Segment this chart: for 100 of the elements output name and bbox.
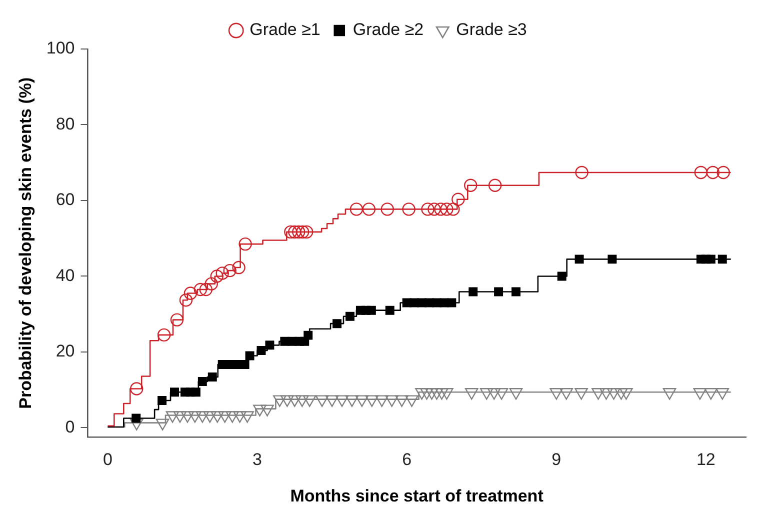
point bbox=[405, 395, 418, 407]
point bbox=[295, 395, 309, 407]
x-tick-label: 3 bbox=[252, 450, 262, 470]
point bbox=[300, 225, 314, 239]
legend-label: Grade ≥2 bbox=[352, 20, 424, 40]
point bbox=[280, 395, 294, 407]
point bbox=[693, 388, 707, 400]
y-tick-label: 0 bbox=[65, 417, 75, 436]
point bbox=[446, 202, 460, 216]
point bbox=[226, 411, 239, 423]
point bbox=[716, 166, 730, 180]
point bbox=[706, 166, 720, 180]
y-tick-label: 80 bbox=[56, 114, 75, 134]
point bbox=[345, 395, 359, 407]
point bbox=[494, 388, 508, 400]
point bbox=[253, 404, 266, 416]
point bbox=[210, 270, 224, 283]
point bbox=[385, 395, 399, 407]
point bbox=[509, 388, 523, 400]
point bbox=[238, 237, 252, 251]
x-tick-label: 0 bbox=[102, 450, 112, 470]
point bbox=[208, 372, 217, 382]
point bbox=[440, 202, 454, 216]
point bbox=[184, 286, 198, 300]
point bbox=[179, 294, 193, 307]
point bbox=[156, 418, 170, 430]
point bbox=[194, 282, 208, 296]
y-tick-label: 20 bbox=[56, 342, 75, 361]
legend-label: Grade ≥3 bbox=[456, 20, 527, 40]
point bbox=[395, 395, 408, 407]
point bbox=[440, 388, 454, 400]
point bbox=[375, 395, 389, 407]
y-axis-title: Probability of developing skin events (%) bbox=[16, 77, 35, 409]
point bbox=[592, 388, 605, 400]
point bbox=[130, 418, 144, 430]
point bbox=[365, 395, 379, 407]
point bbox=[434, 202, 448, 216]
point bbox=[203, 411, 217, 423]
point bbox=[173, 411, 187, 423]
point bbox=[188, 411, 202, 423]
point bbox=[694, 166, 708, 180]
point bbox=[130, 382, 144, 396]
point bbox=[425, 388, 438, 400]
point bbox=[325, 395, 339, 407]
point bbox=[420, 388, 434, 400]
point bbox=[704, 388, 718, 400]
point bbox=[464, 178, 478, 192]
point bbox=[550, 388, 564, 400]
point bbox=[273, 395, 286, 407]
point bbox=[288, 225, 302, 239]
point bbox=[402, 202, 416, 216]
point bbox=[355, 395, 369, 407]
point bbox=[210, 411, 224, 423]
y-tick-label: 60 bbox=[56, 190, 75, 210]
point bbox=[574, 388, 588, 400]
x-tick-label: 12 bbox=[696, 450, 716, 470]
point bbox=[435, 388, 448, 400]
point bbox=[302, 395, 316, 407]
point bbox=[452, 192, 465, 206]
point bbox=[614, 388, 628, 400]
y-tick-label: 100 bbox=[46, 38, 75, 58]
point bbox=[415, 388, 428, 400]
point bbox=[218, 411, 232, 423]
point bbox=[284, 225, 298, 239]
point bbox=[199, 282, 213, 296]
point bbox=[362, 202, 376, 216]
point bbox=[315, 395, 329, 407]
point bbox=[480, 388, 494, 400]
legend-label: Grade ≥1 bbox=[250, 20, 320, 40]
point bbox=[662, 388, 676, 400]
point bbox=[430, 388, 444, 400]
y-tick-label: 40 bbox=[56, 266, 75, 285]
point bbox=[170, 313, 184, 326]
point bbox=[157, 328, 171, 342]
point bbox=[488, 178, 502, 192]
point bbox=[196, 411, 210, 423]
point bbox=[240, 411, 254, 423]
point bbox=[288, 395, 302, 407]
point bbox=[292, 225, 306, 239]
point bbox=[260, 404, 274, 416]
point bbox=[166, 411, 180, 423]
point bbox=[350, 202, 364, 216]
point bbox=[180, 411, 194, 423]
point bbox=[421, 202, 434, 216]
point bbox=[204, 277, 218, 290]
point bbox=[619, 388, 633, 400]
point bbox=[428, 202, 441, 216]
x-tick-label: 9 bbox=[552, 450, 562, 470]
point bbox=[216, 266, 229, 280]
point bbox=[600, 388, 613, 400]
point bbox=[233, 411, 246, 423]
point bbox=[487, 388, 501, 400]
x-tick-label: 6 bbox=[402, 450, 412, 470]
point bbox=[716, 388, 730, 400]
point bbox=[607, 388, 620, 400]
point bbox=[332, 319, 342, 328]
point bbox=[296, 225, 310, 239]
point bbox=[575, 166, 588, 180]
point bbox=[232, 260, 246, 274]
point bbox=[380, 202, 394, 216]
